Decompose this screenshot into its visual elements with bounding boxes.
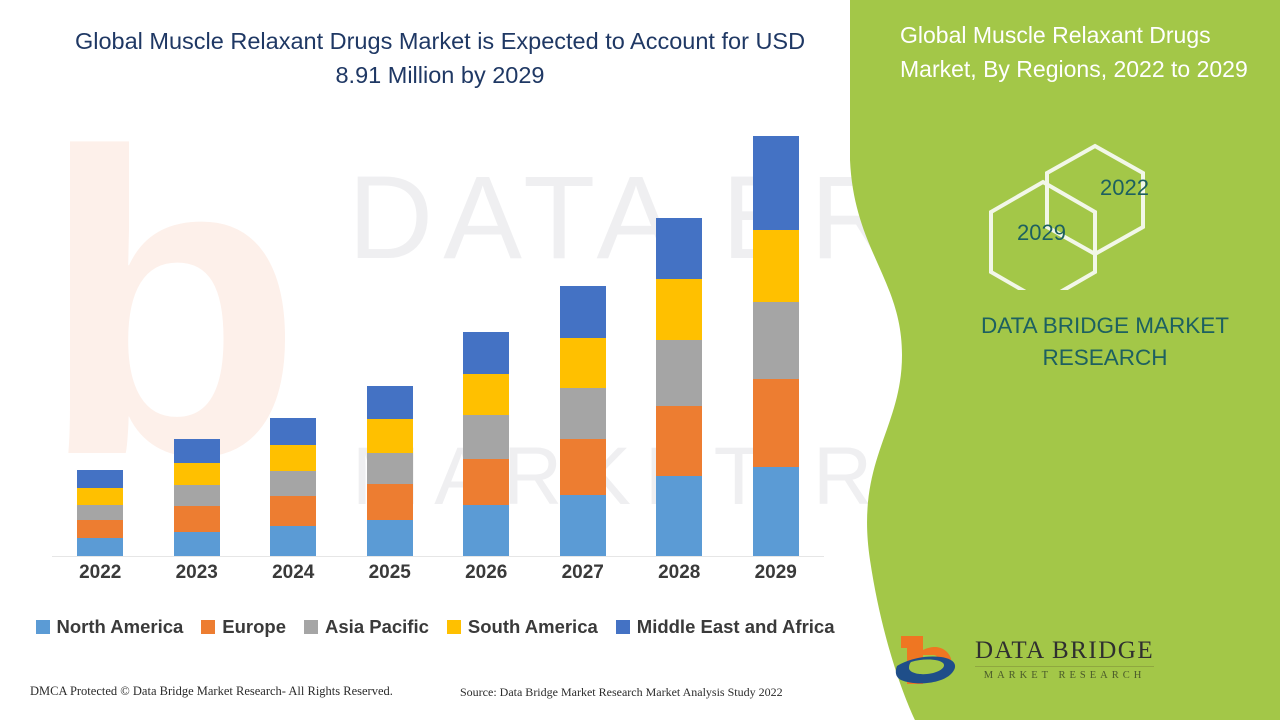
- stacked-bar: [366, 385, 413, 556]
- bar-segment: [77, 538, 124, 556]
- stacked-bar: [270, 417, 317, 556]
- bar-segment: [173, 463, 220, 485]
- bar-segment: [752, 136, 799, 231]
- chart-plot-area: [52, 120, 824, 557]
- bar-segment: [752, 230, 799, 303]
- bar-segment: [463, 505, 510, 556]
- x-axis-tick: 2028: [658, 562, 701, 583]
- logo-wordmark: DATA BRIDGE MARKET RESEARCH: [975, 637, 1155, 681]
- stacked-bar: [463, 332, 510, 556]
- legend-item[interactable]: Europe: [201, 616, 286, 638]
- x-axis-tick-labels: 2022 2023 2024 2025 2026 2027 2028 2029: [52, 562, 824, 584]
- bar-segment: [366, 385, 413, 420]
- dmca-notice: DMCA Protected © Data Bridge Market Rese…: [30, 684, 393, 698]
- bar-segment: [77, 488, 124, 505]
- stacked-bar-group: [52, 120, 824, 556]
- x-axis-tick: 2029: [754, 562, 797, 583]
- bar-segment: [366, 483, 413, 520]
- bar-column: [535, 120, 632, 556]
- bar-column: [728, 120, 825, 556]
- bar-column: [342, 120, 439, 556]
- bar-segment: [173, 439, 220, 463]
- bar-segment: [463, 458, 510, 506]
- bar-segment: [270, 417, 317, 446]
- x-axis-tick: 2022: [79, 562, 122, 583]
- legend-swatch-icon: [304, 620, 319, 634]
- x-axis-tick: 2024: [272, 562, 315, 583]
- bar-segment: [559, 494, 606, 556]
- hexagon-label-2029: 2029: [1017, 220, 1066, 245]
- logo-title: DATA BRIDGE: [975, 637, 1155, 667]
- legend-swatch-icon: [615, 620, 630, 634]
- stacked-bar: [173, 439, 220, 556]
- bar-segment: [656, 475, 703, 556]
- bar-column: [149, 120, 246, 556]
- bar-column: [631, 120, 728, 556]
- legend-label: Middle East and Africa: [636, 616, 835, 637]
- bar-segment: [77, 504, 124, 520]
- bar-segment: [559, 388, 606, 439]
- x-axis-tick: 2026: [465, 562, 508, 583]
- bar-segment: [270, 470, 317, 497]
- legend-item[interactable]: Asia Pacific: [304, 616, 429, 638]
- bar-segment: [366, 519, 413, 556]
- bar-segment: [656, 278, 703, 341]
- bar-segment: [656, 218, 703, 279]
- logo-subtitle: MARKET RESEARCH: [983, 670, 1146, 681]
- bar-segment: [270, 445, 317, 471]
- stacked-bar: [656, 218, 703, 556]
- x-axis-line: [52, 556, 824, 557]
- legend-label: South America: [467, 616, 598, 637]
- bar-segment: [752, 378, 799, 467]
- bar-segment: [173, 484, 220, 506]
- legend-label: North America: [56, 616, 184, 637]
- data-bridge-logo: DATA BRIDGE MARKET RESEARCH: [893, 628, 1155, 690]
- bar-segment: [270, 496, 317, 526]
- bar-column: [438, 120, 535, 556]
- legend-item[interactable]: Middle East and Africa: [615, 616, 835, 638]
- panel-heading: Global Muscle Relaxant Drugs Market, By …: [900, 22, 1248, 82]
- stacked-bar: [559, 286, 606, 556]
- x-axis-tick: 2027: [561, 562, 604, 583]
- bar-segment: [366, 452, 413, 484]
- bar-segment: [463, 332, 510, 375]
- bar-segment: [366, 419, 413, 453]
- bar-segment: [559, 438, 606, 495]
- bar-segment: [173, 505, 220, 532]
- bar-segment: [656, 340, 703, 406]
- legend-swatch-icon: [201, 620, 216, 634]
- x-axis-tick: 2025: [368, 562, 411, 583]
- green-side-panel: [810, 0, 1280, 720]
- legend-swatch-icon: [446, 620, 461, 634]
- bar-segment: [463, 374, 510, 416]
- logo-mark-icon: [895, 636, 956, 684]
- legend-label: Europe: [222, 616, 287, 637]
- bar-segment: [656, 405, 703, 476]
- stacked-bar: [752, 136, 799, 556]
- source-note: Source: Data Bridge Market Research Mark…: [460, 685, 783, 699]
- legend-item[interactable]: South America: [446, 616, 598, 638]
- bar-segment: [752, 302, 799, 379]
- legend-item[interactable]: North America: [35, 616, 184, 638]
- brand-name-panel: DATA BRIDGE MARKET RESEARCH: [981, 313, 1229, 370]
- bar-segment: [173, 531, 220, 556]
- bar-segment: [559, 338, 606, 389]
- x-axis-tick: 2023: [175, 562, 218, 583]
- legend-swatch-icon: [35, 620, 50, 634]
- bar-segment: [752, 466, 799, 556]
- bar-segment: [463, 415, 510, 459]
- bar-segment: [270, 525, 317, 556]
- bar-segment: [77, 519, 124, 539]
- hexagon-badges: 2022 2029: [985, 140, 1195, 305]
- bar-column: [245, 120, 342, 556]
- bar-segment: [559, 286, 606, 339]
- bar-segment: [77, 469, 124, 489]
- legend-label: Asia Pacific: [325, 616, 429, 637]
- hexagon-label-2022: 2022: [1100, 175, 1149, 200]
- bar-column: [52, 120, 149, 556]
- page-title: Global Muscle Relaxant Drugs Market is E…: [74, 28, 806, 88]
- chart-legend: North America Europe Asia Pacific South Ame…: [35, 616, 835, 638]
- stacked-bar: [77, 469, 124, 556]
